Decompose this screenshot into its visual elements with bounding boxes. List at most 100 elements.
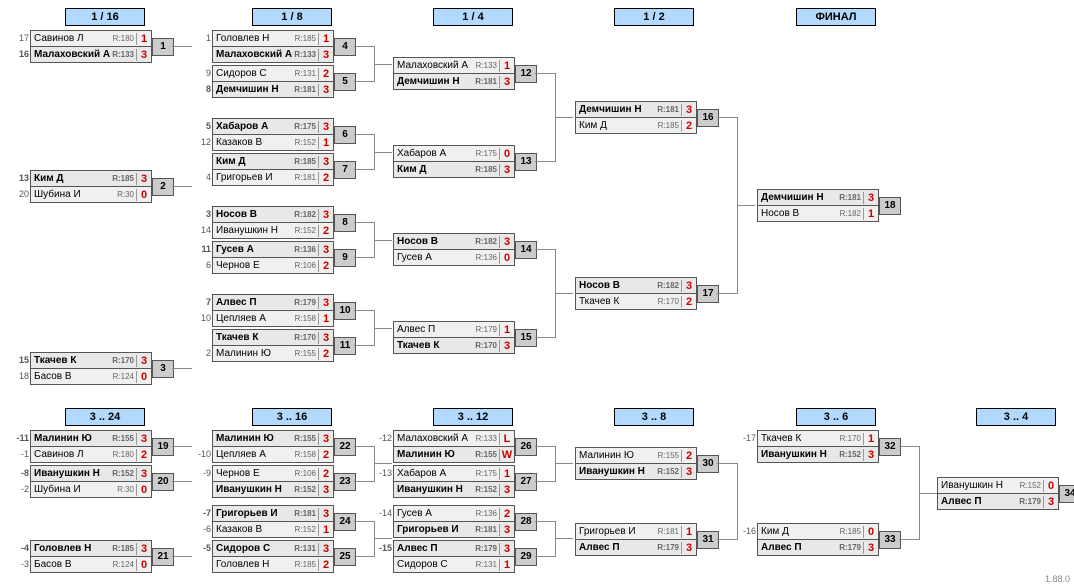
round-header: ФИНАЛ	[796, 8, 876, 26]
seed: -16	[740, 526, 756, 536]
connector	[535, 73, 556, 162]
rating: R:182	[294, 210, 318, 219]
player-name: Басов В	[31, 371, 113, 382]
match-number: 28	[515, 513, 537, 531]
match: Носов ВR:1823Гусев АR:136014	[393, 233, 515, 266]
connector	[717, 117, 738, 294]
player-name: Ким Д	[394, 164, 475, 175]
player-name: Иванушкин Н	[213, 484, 294, 495]
player-name: Савинов Л	[31, 449, 113, 460]
player-name: Сидоров С	[394, 559, 476, 570]
round-header: 1 / 8	[252, 8, 332, 26]
player-row: 7Алвес ПR:1793	[212, 294, 334, 311]
seed: -9	[195, 468, 211, 478]
match: -15Алвес ПR:1793Сидоров СR:131129	[393, 540, 515, 573]
score: 3	[681, 104, 696, 116]
match: Иванушкин НR:1520Алвес ПR:179334	[937, 477, 1059, 510]
player-row: 3Носов ВR:1823	[212, 206, 334, 223]
match-number: 26	[515, 438, 537, 456]
rating: R:185	[295, 34, 318, 43]
player-name: Головлев Н	[213, 33, 295, 44]
player-row: Ткачев КR:1703	[212, 329, 334, 346]
rating: R:179	[294, 298, 318, 307]
player-row: -17Ткачев КR:1701	[757, 430, 879, 447]
match: 11Гусев АR:13636Чернов ЕR:10629	[212, 241, 334, 274]
player-name: Григорьев И	[576, 526, 658, 537]
seed: -11	[13, 433, 29, 443]
connector	[172, 368, 192, 369]
seed: -5	[195, 543, 211, 553]
player-row: Иванушкин НR:1520	[937, 477, 1059, 494]
player-name: Хабаров А	[394, 468, 476, 479]
connector	[899, 539, 919, 540]
player-row: 12Казаков ВR:1521	[212, 135, 334, 151]
rating: R:152	[295, 525, 318, 534]
player-name: Ткачев К	[576, 296, 658, 307]
score: 3	[136, 173, 151, 185]
score: 3	[318, 156, 333, 168]
seed: -15	[376, 543, 392, 553]
connector	[374, 328, 392, 329]
player-name: Малаховский А	[394, 60, 476, 71]
player-row: Алвес ПR:1791	[393, 321, 515, 338]
player-name: Григорьев И	[394, 524, 475, 535]
player-name: Григорьев И	[213, 172, 295, 183]
player-row: -2Шубина ИR:300	[30, 482, 152, 498]
match-number: 22	[334, 438, 356, 456]
score: 3	[136, 543, 151, 555]
rating: R:133	[476, 434, 499, 443]
player-name: Ким Д	[213, 156, 294, 167]
player-name: Цепляев А	[213, 313, 295, 324]
rating: R:131	[476, 560, 499, 569]
match-number: 10	[334, 302, 356, 320]
seed: -10	[195, 449, 211, 459]
connector	[354, 134, 375, 170]
player-row: Малаховский АR:1333	[212, 47, 334, 63]
score: 3	[318, 484, 333, 496]
round-header: 3 .. 16	[252, 408, 332, 426]
player-row: Малинин ЮR:1553	[212, 430, 334, 447]
score: 3	[499, 340, 514, 352]
rating: R:181	[658, 527, 681, 536]
rating: R:155	[295, 349, 318, 358]
player-name: Хабаров А	[213, 121, 294, 132]
round-header: 1 / 2	[614, 8, 694, 26]
connector	[374, 538, 392, 539]
seed: -6	[195, 524, 211, 534]
score: 3	[318, 508, 333, 520]
seed: -1	[13, 449, 29, 459]
rating: R:133	[476, 61, 499, 70]
score: 0	[136, 189, 151, 201]
connector	[555, 463, 573, 464]
player-name: Алвес П	[576, 542, 657, 553]
connector	[717, 539, 737, 540]
player-name: Ткачев К	[758, 433, 840, 444]
player-row: 2Малинин ЮR:1552	[212, 346, 334, 362]
score: 3	[681, 542, 696, 554]
seed: -12	[376, 433, 392, 443]
seed: 12	[195, 137, 211, 147]
round-header: 1 / 4	[433, 8, 513, 26]
player-name: Иванушкин Н	[31, 468, 112, 479]
player-name: Алвес П	[758, 542, 839, 553]
match: -13Хабаров АR:1751Иванушкин НR:152327	[393, 465, 515, 498]
rating: R:179	[657, 543, 681, 552]
connector	[535, 481, 555, 482]
player-name: Хабаров А	[394, 148, 476, 159]
rating: R:185	[475, 165, 499, 174]
seed: 18	[13, 371, 29, 381]
match-number: 25	[334, 548, 356, 566]
seed: -14	[376, 508, 392, 518]
player-name: Малинин Ю	[576, 450, 658, 461]
seed: 15	[13, 355, 29, 365]
match-number: 31	[697, 531, 719, 549]
connector	[172, 481, 192, 482]
rating: R:180	[113, 450, 136, 459]
match: Носов ВR:1823Ткачев КR:170217	[575, 277, 697, 310]
player-row: -6Казаков ВR:1521	[212, 522, 334, 538]
match-number: 23	[334, 473, 356, 491]
connector	[535, 337, 555, 338]
score: W	[499, 449, 514, 461]
seed: 8	[195, 84, 211, 94]
score: 3	[136, 468, 151, 480]
